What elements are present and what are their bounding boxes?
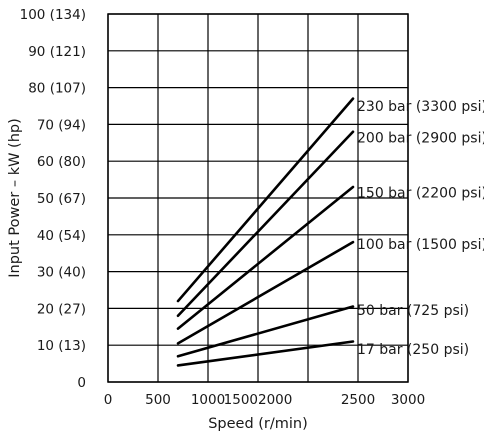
x-tick-label: 1000: [191, 392, 225, 408]
x-tick-label: 2500: [341, 392, 375, 408]
y-tick-label: 80 (107): [28, 81, 86, 97]
x-tick-label: 15002000: [224, 392, 293, 408]
y-tick-label: 50 (67): [37, 191, 86, 207]
series-label: 230 bar (3300 psi): [357, 99, 484, 115]
y-tick-labels: 0 10 (13) 20 (27) 30 (40) 40 (54) 50 (67) 60 (…: [20, 7, 86, 391]
series-labels: 230 bar (3300 psi) 200 bar (2900 psi) 150 …: [357, 99, 484, 358]
x-tick-label: 0: [104, 392, 113, 408]
y-tick-label: 10 (13): [37, 338, 86, 354]
series-label: 200 bar (2900 psi): [357, 130, 484, 146]
series-line: [176, 185, 355, 330]
x-axis-title: Speed (r/min): [208, 416, 308, 432]
x-tick-label: 500: [145, 392, 171, 408]
series-label: 150 bar (2200 psi): [357, 185, 484, 201]
y-tick-label: 90 (121): [28, 44, 86, 60]
x-tick-label: 3000: [391, 392, 425, 408]
series-label: 17 bar (250 psi): [357, 342, 469, 358]
series-line: [176, 305, 355, 358]
y-tick-label: 70 (94): [37, 117, 86, 133]
plot-frame: [107, 13, 409, 383]
y-tick-label: 100 (134): [20, 7, 86, 23]
y-axis-title: Input Power – kW (hp): [7, 118, 23, 278]
series-line: [176, 130, 355, 318]
y-tick-label: 20 (27): [37, 301, 86, 317]
y-tick-label: 30 (40): [37, 265, 86, 281]
series-line: [176, 97, 355, 303]
y-tick-label: 60 (80): [37, 154, 86, 170]
y-tick-label: 0: [77, 375, 86, 391]
series-line: [176, 340, 355, 367]
series-lines: [176, 97, 355, 367]
series-line: [176, 240, 355, 345]
series-label: 100 bar (1500 psi): [357, 237, 484, 253]
y-tick-label: 40 (54): [37, 228, 86, 244]
series-label: 50 bar (725 psi): [357, 303, 469, 319]
